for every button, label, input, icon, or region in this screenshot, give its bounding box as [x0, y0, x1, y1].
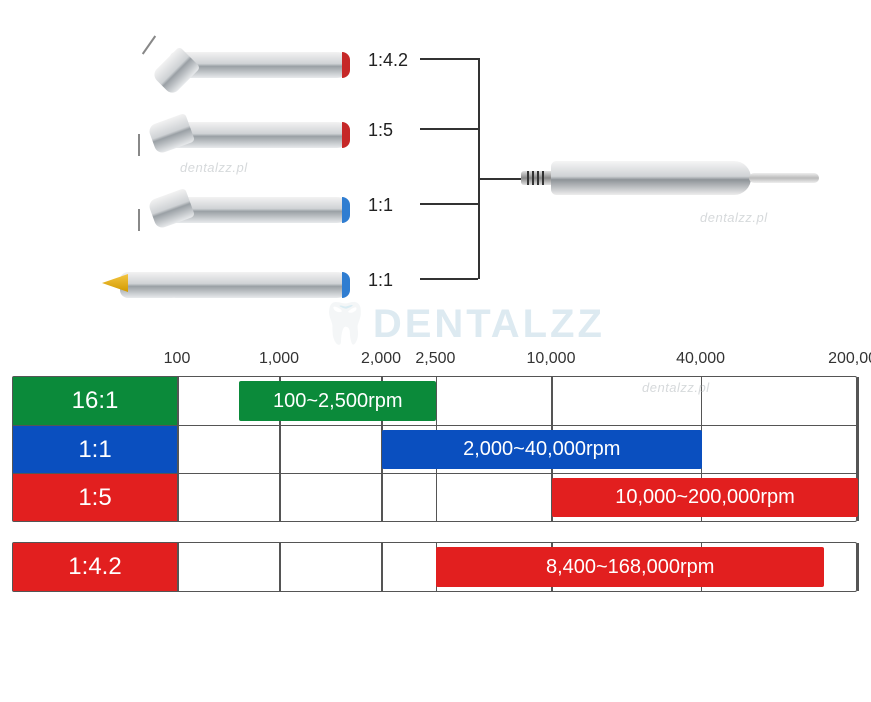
handpiece-diagram: 1:4.2 1:5 1:1 1:1 dentalzz.pl dentalzz.p… [20, 20, 851, 330]
chart-row-track: 2,000~40,000rpm [178, 426, 858, 473]
handpiece-head [120, 272, 180, 298]
chart-body: 16:1 100~2,500rpm 1:1 2,000~40,000rpm 1:5 10,… [12, 376, 857, 592]
chart-row: 16:1 100~2,500rpm [13, 377, 856, 425]
chart-row-track: 8,400~168,000rpm [178, 543, 858, 591]
watermark-big-text: DENTALZZ [373, 302, 605, 346]
chart-tick: 2,000 [361, 350, 401, 368]
chart-bar: 2,000~40,000rpm [382, 430, 702, 469]
rpm-chart: 1001,0002,0002,50010,00040,000200,000 16… [12, 350, 857, 592]
chart-row-label: 16:1 [13, 377, 178, 425]
handpiece-bur [138, 134, 140, 156]
handpiece-3 [90, 185, 350, 233]
chart-tick: 200,000 [828, 350, 871, 368]
chart-group-gap [12, 522, 857, 542]
chart-tick: 100 [164, 350, 191, 368]
handpiece-ring [342, 122, 350, 148]
motor [521, 155, 811, 203]
watermark-big: 🦷DENTALZZ [320, 300, 605, 347]
handpiece-1 [90, 40, 350, 88]
chart-row-track: 10,000~200,000rpm [178, 474, 858, 521]
handpiece-body [170, 272, 350, 298]
handpiece-bur [102, 274, 128, 292]
chart-row-label: 1:4.2 [13, 543, 178, 591]
handpiece-ring [342, 52, 350, 78]
chart-row: 1:5 10,000~200,000rpm [13, 473, 856, 521]
watermark-2: dentalzz.pl [700, 210, 768, 225]
handpiece-2 [90, 110, 350, 158]
motor-body [551, 161, 751, 195]
connector-h2 [420, 128, 478, 130]
motor-cable [749, 173, 819, 183]
chart-ticks: 1001,0002,0002,50010,00040,000200,000 [177, 350, 857, 376]
handpiece-ring [342, 197, 350, 223]
handpiece-body [170, 122, 350, 148]
ratio-label-2: 1:5 [368, 120, 393, 141]
handpiece-ring [342, 272, 350, 298]
chart-bar: 10,000~200,000rpm [552, 478, 858, 517]
ratio-label-3: 1:1 [368, 195, 393, 216]
connector-v [478, 58, 480, 279]
chart-tick: 2,500 [415, 350, 455, 368]
handpiece-bur [138, 209, 140, 231]
connector-h1 [420, 58, 478, 60]
motor-shaft [521, 171, 551, 185]
handpiece-head [147, 113, 195, 155]
chart-row: 1:4.2 8,400~168,000rpm [13, 543, 856, 591]
chart-rowgroup-1: 16:1 100~2,500rpm 1:1 2,000~40,000rpm 1:5 10,… [12, 376, 857, 522]
handpiece-body [170, 197, 350, 223]
ratio-label-4: 1:1 [368, 270, 393, 291]
handpiece-head [147, 188, 195, 230]
chart-row-label: 1:5 [13, 474, 178, 521]
chart-tick: 40,000 [676, 350, 725, 368]
connector-h3 [420, 203, 478, 205]
chart-rowgroup-2: 1:4.2 8,400~168,000rpm [12, 542, 857, 592]
connector-h4 [420, 278, 478, 280]
chart-row: 1:1 2,000~40,000rpm [13, 425, 856, 473]
chart-row-track: 100~2,500rpm [178, 377, 858, 425]
ratio-label-1: 1:4.2 [368, 50, 408, 71]
handpiece-bur [142, 35, 156, 54]
watermark-1: dentalzz.pl [180, 160, 248, 175]
chart-row-label: 1:1 [13, 426, 178, 473]
handpiece-4 [90, 260, 350, 308]
chart-tick: 10,000 [527, 350, 576, 368]
chart-tick: 1,000 [259, 350, 299, 368]
chart-bar: 8,400~168,000rpm [436, 547, 824, 587]
chart-bar: 100~2,500rpm [239, 381, 436, 421]
